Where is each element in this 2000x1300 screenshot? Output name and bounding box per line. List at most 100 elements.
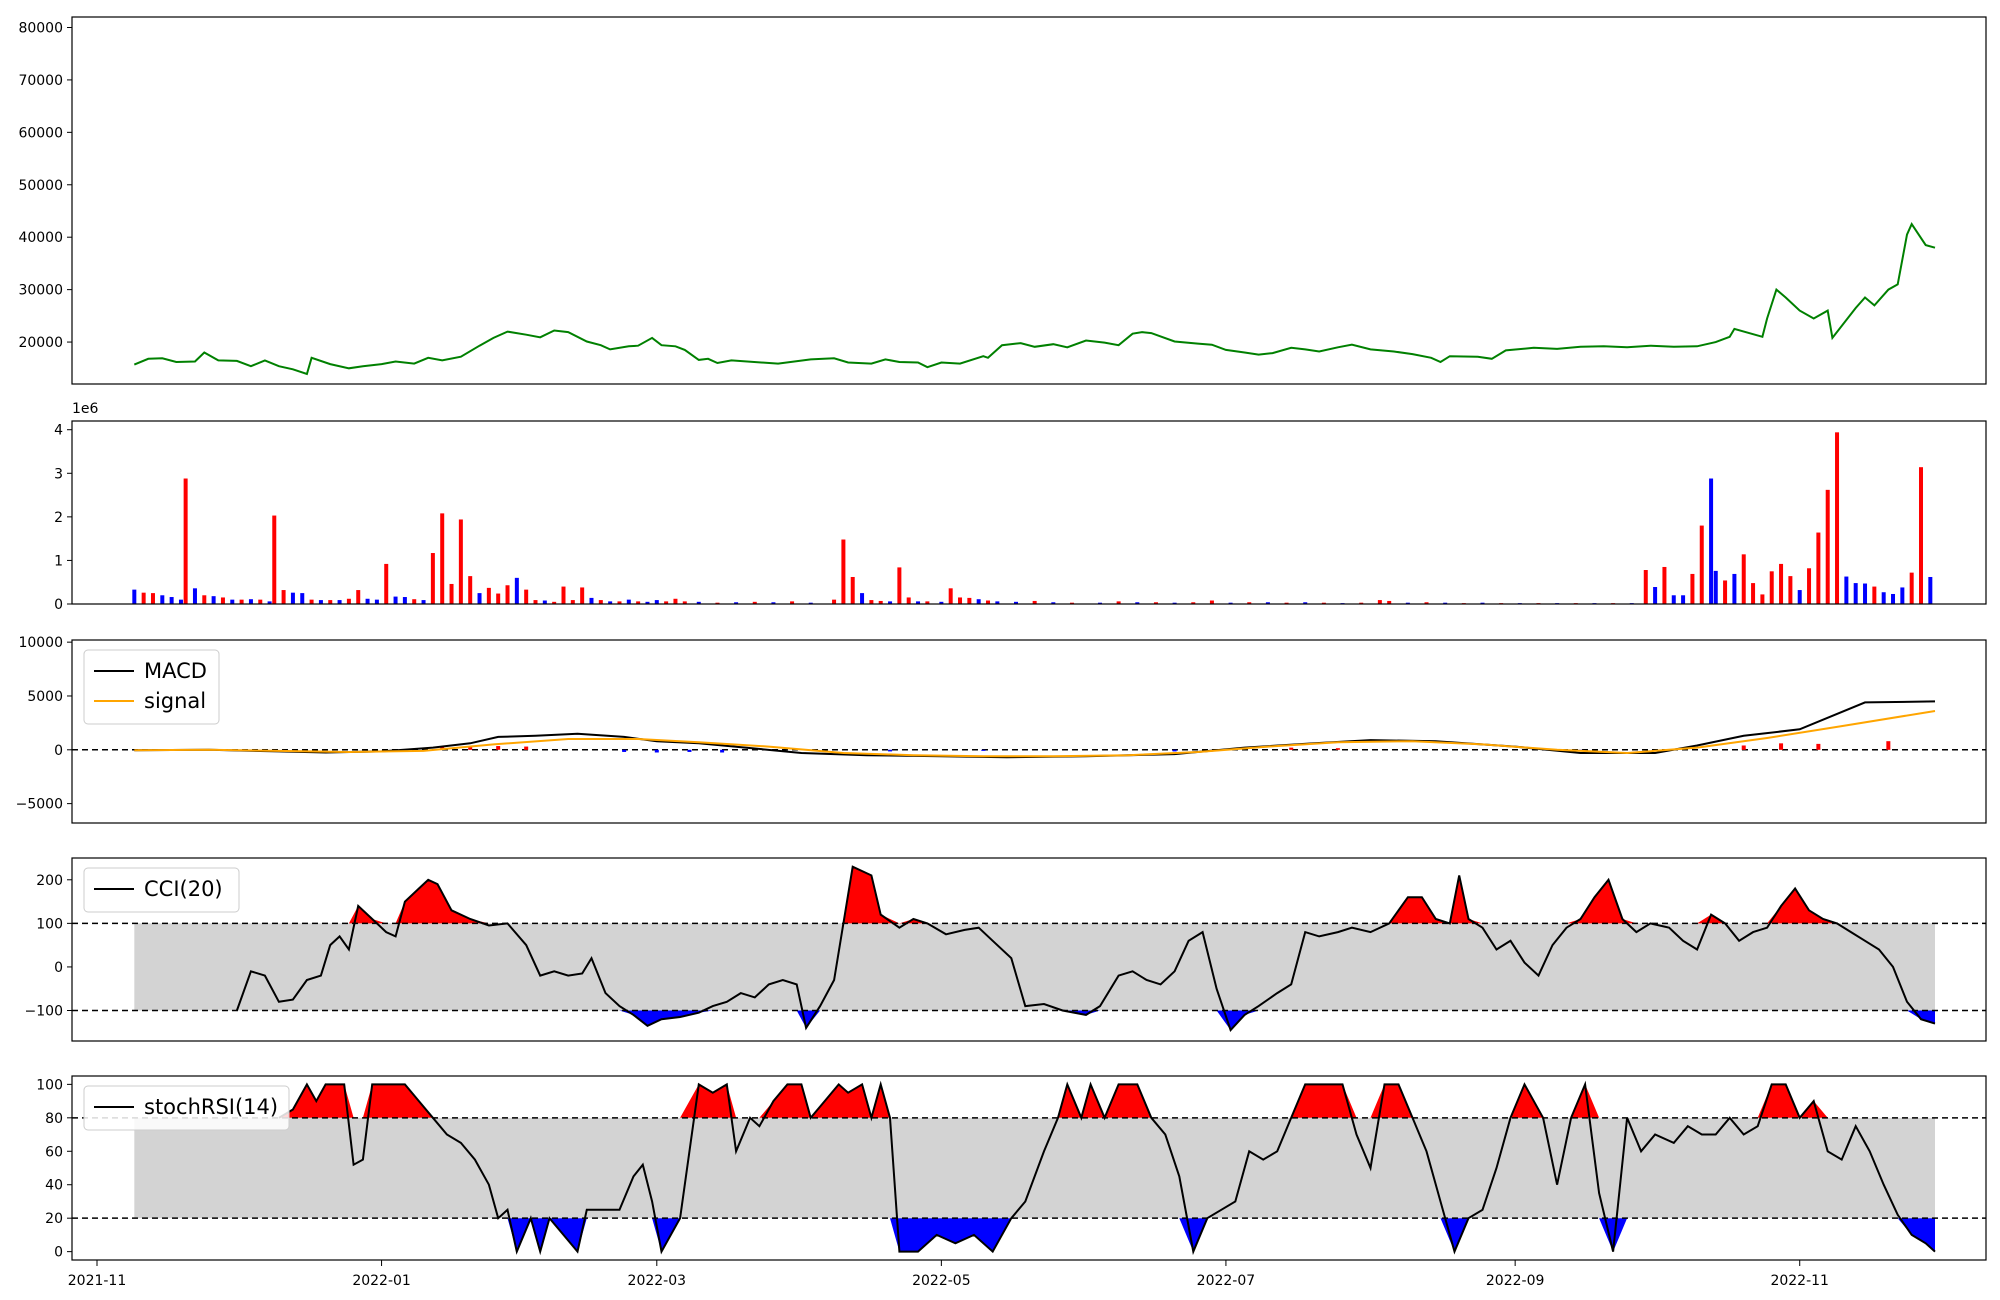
volume-bar — [552, 601, 557, 604]
volume-bar — [958, 597, 963, 604]
y-tick-label: 60 — [45, 1144, 63, 1160]
volume-bar — [1284, 602, 1289, 604]
volume-bar — [248, 599, 253, 604]
volume-bar — [752, 601, 757, 604]
volume-bar — [1807, 568, 1812, 604]
oversold-fill — [236, 1010, 1935, 1031]
volume-bar — [673, 598, 678, 604]
macd-hist-bar — [1289, 747, 1294, 750]
volume-bar — [682, 601, 687, 604]
volume-bar — [220, 597, 225, 604]
volume-bar — [1480, 602, 1485, 604]
volume-bar — [533, 600, 538, 604]
volume-bar — [1387, 600, 1392, 604]
volume-bar — [986, 600, 991, 604]
macd-hist-bar — [1816, 743, 1821, 750]
volume-bar — [1653, 587, 1658, 604]
y-tick-label: 20 — [45, 1211, 63, 1227]
x-tick-label: 2021-11 — [68, 1273, 127, 1289]
volume-bar — [1909, 572, 1914, 604]
volume-bar — [878, 600, 883, 604]
stochrsi-line — [278, 1080, 1936, 1256]
macd-hist-bar — [1741, 745, 1746, 750]
cci-line — [235, 865, 1936, 1033]
volume-bar — [160, 595, 165, 604]
y-tick-label: 40 — [45, 1178, 63, 1194]
volume-bar — [869, 600, 874, 604]
legend-box — [83, 1085, 290, 1131]
y-tick-label: 10000 — [18, 635, 63, 651]
volume-bar — [1265, 602, 1270, 604]
volume-bar — [374, 599, 379, 604]
volume-bar — [239, 599, 244, 604]
volume-bar — [1424, 602, 1429, 604]
panel-cci: −100 0 100 200 CCI(20) — [25, 857, 1987, 1042]
volume-bar — [211, 596, 216, 604]
volume-bar — [589, 597, 594, 604]
volume-bar — [1681, 595, 1686, 604]
volume-bar — [230, 599, 235, 604]
volume-bar — [169, 597, 174, 604]
volume-bar — [421, 600, 426, 604]
volume-bar — [850, 576, 855, 604]
volume-bar — [356, 590, 361, 604]
x-tick-label: 2022-09 — [1486, 1273, 1545, 1289]
panel-stochrsi: 0 20 40 60 80 100 stochRSI(14) — [36, 1075, 1987, 1261]
macd-hist-bar — [496, 746, 501, 750]
volume-bar — [1209, 600, 1214, 604]
macd-hist-bar — [1172, 749, 1177, 752]
volume-bar — [967, 597, 972, 604]
volume-bar — [1853, 583, 1858, 604]
y-tick-label: 5000 — [27, 689, 63, 705]
volume-bar — [1844, 576, 1849, 604]
volume-bar — [440, 513, 445, 604]
legend: MACD signal — [83, 649, 220, 725]
volume-bar — [1069, 602, 1074, 604]
legend-box — [83, 867, 240, 913]
volume-bar — [976, 599, 981, 604]
volume-bar — [477, 593, 482, 604]
volume-bar — [715, 602, 720, 604]
volume-bar — [860, 593, 865, 604]
overbought-fill — [236, 866, 1935, 924]
volume-bar — [402, 597, 407, 604]
y-tick-label: 1 — [54, 553, 63, 569]
volume-bar — [458, 519, 463, 604]
volume-bar — [524, 589, 529, 604]
y-tick-label: 100 — [36, 916, 63, 932]
volume-bar — [696, 601, 701, 604]
volume-bar — [183, 478, 188, 604]
volume-bar — [570, 600, 575, 604]
volume-bar — [496, 593, 501, 604]
y-tick-label: 2 — [54, 510, 63, 526]
volume-bar — [449, 583, 454, 604]
legend-label: MACD — [144, 659, 207, 683]
volume-bar — [580, 587, 585, 604]
x-tick-label: 2022-01 — [352, 1273, 411, 1289]
volume-bar — [561, 586, 566, 604]
volume-bar — [906, 597, 911, 604]
overbought-fill — [278, 1084, 1935, 1118]
volume-bar — [309, 599, 314, 604]
volume-bar — [1671, 595, 1676, 604]
macd-hist-bar — [1779, 743, 1784, 750]
volume-bar — [1872, 586, 1877, 604]
volume-bar — [939, 601, 944, 604]
volume-bar — [1643, 570, 1648, 604]
y-tick-label: 20000 — [18, 335, 63, 351]
y-tick-label: 0 — [54, 1245, 63, 1261]
volume-bar — [1032, 600, 1037, 604]
volume-bar — [272, 515, 277, 604]
volume-bar — [654, 600, 659, 604]
volume-bar — [1321, 602, 1326, 604]
panel-frame — [71, 16, 1987, 385]
x-axis: 2021-11 2022-01 2022-03 2022-05 2022-07 2022-… — [68, 1260, 1829, 1289]
volume-bar — [1153, 602, 1158, 604]
oversold-fill — [278, 1218, 1935, 1252]
volume-bar — [202, 595, 207, 604]
volume-bar — [1723, 580, 1728, 604]
volume-bar — [897, 567, 902, 604]
volume-bar — [1135, 602, 1140, 604]
volume-bar — [1928, 576, 1933, 604]
volume-bar — [1900, 587, 1905, 604]
